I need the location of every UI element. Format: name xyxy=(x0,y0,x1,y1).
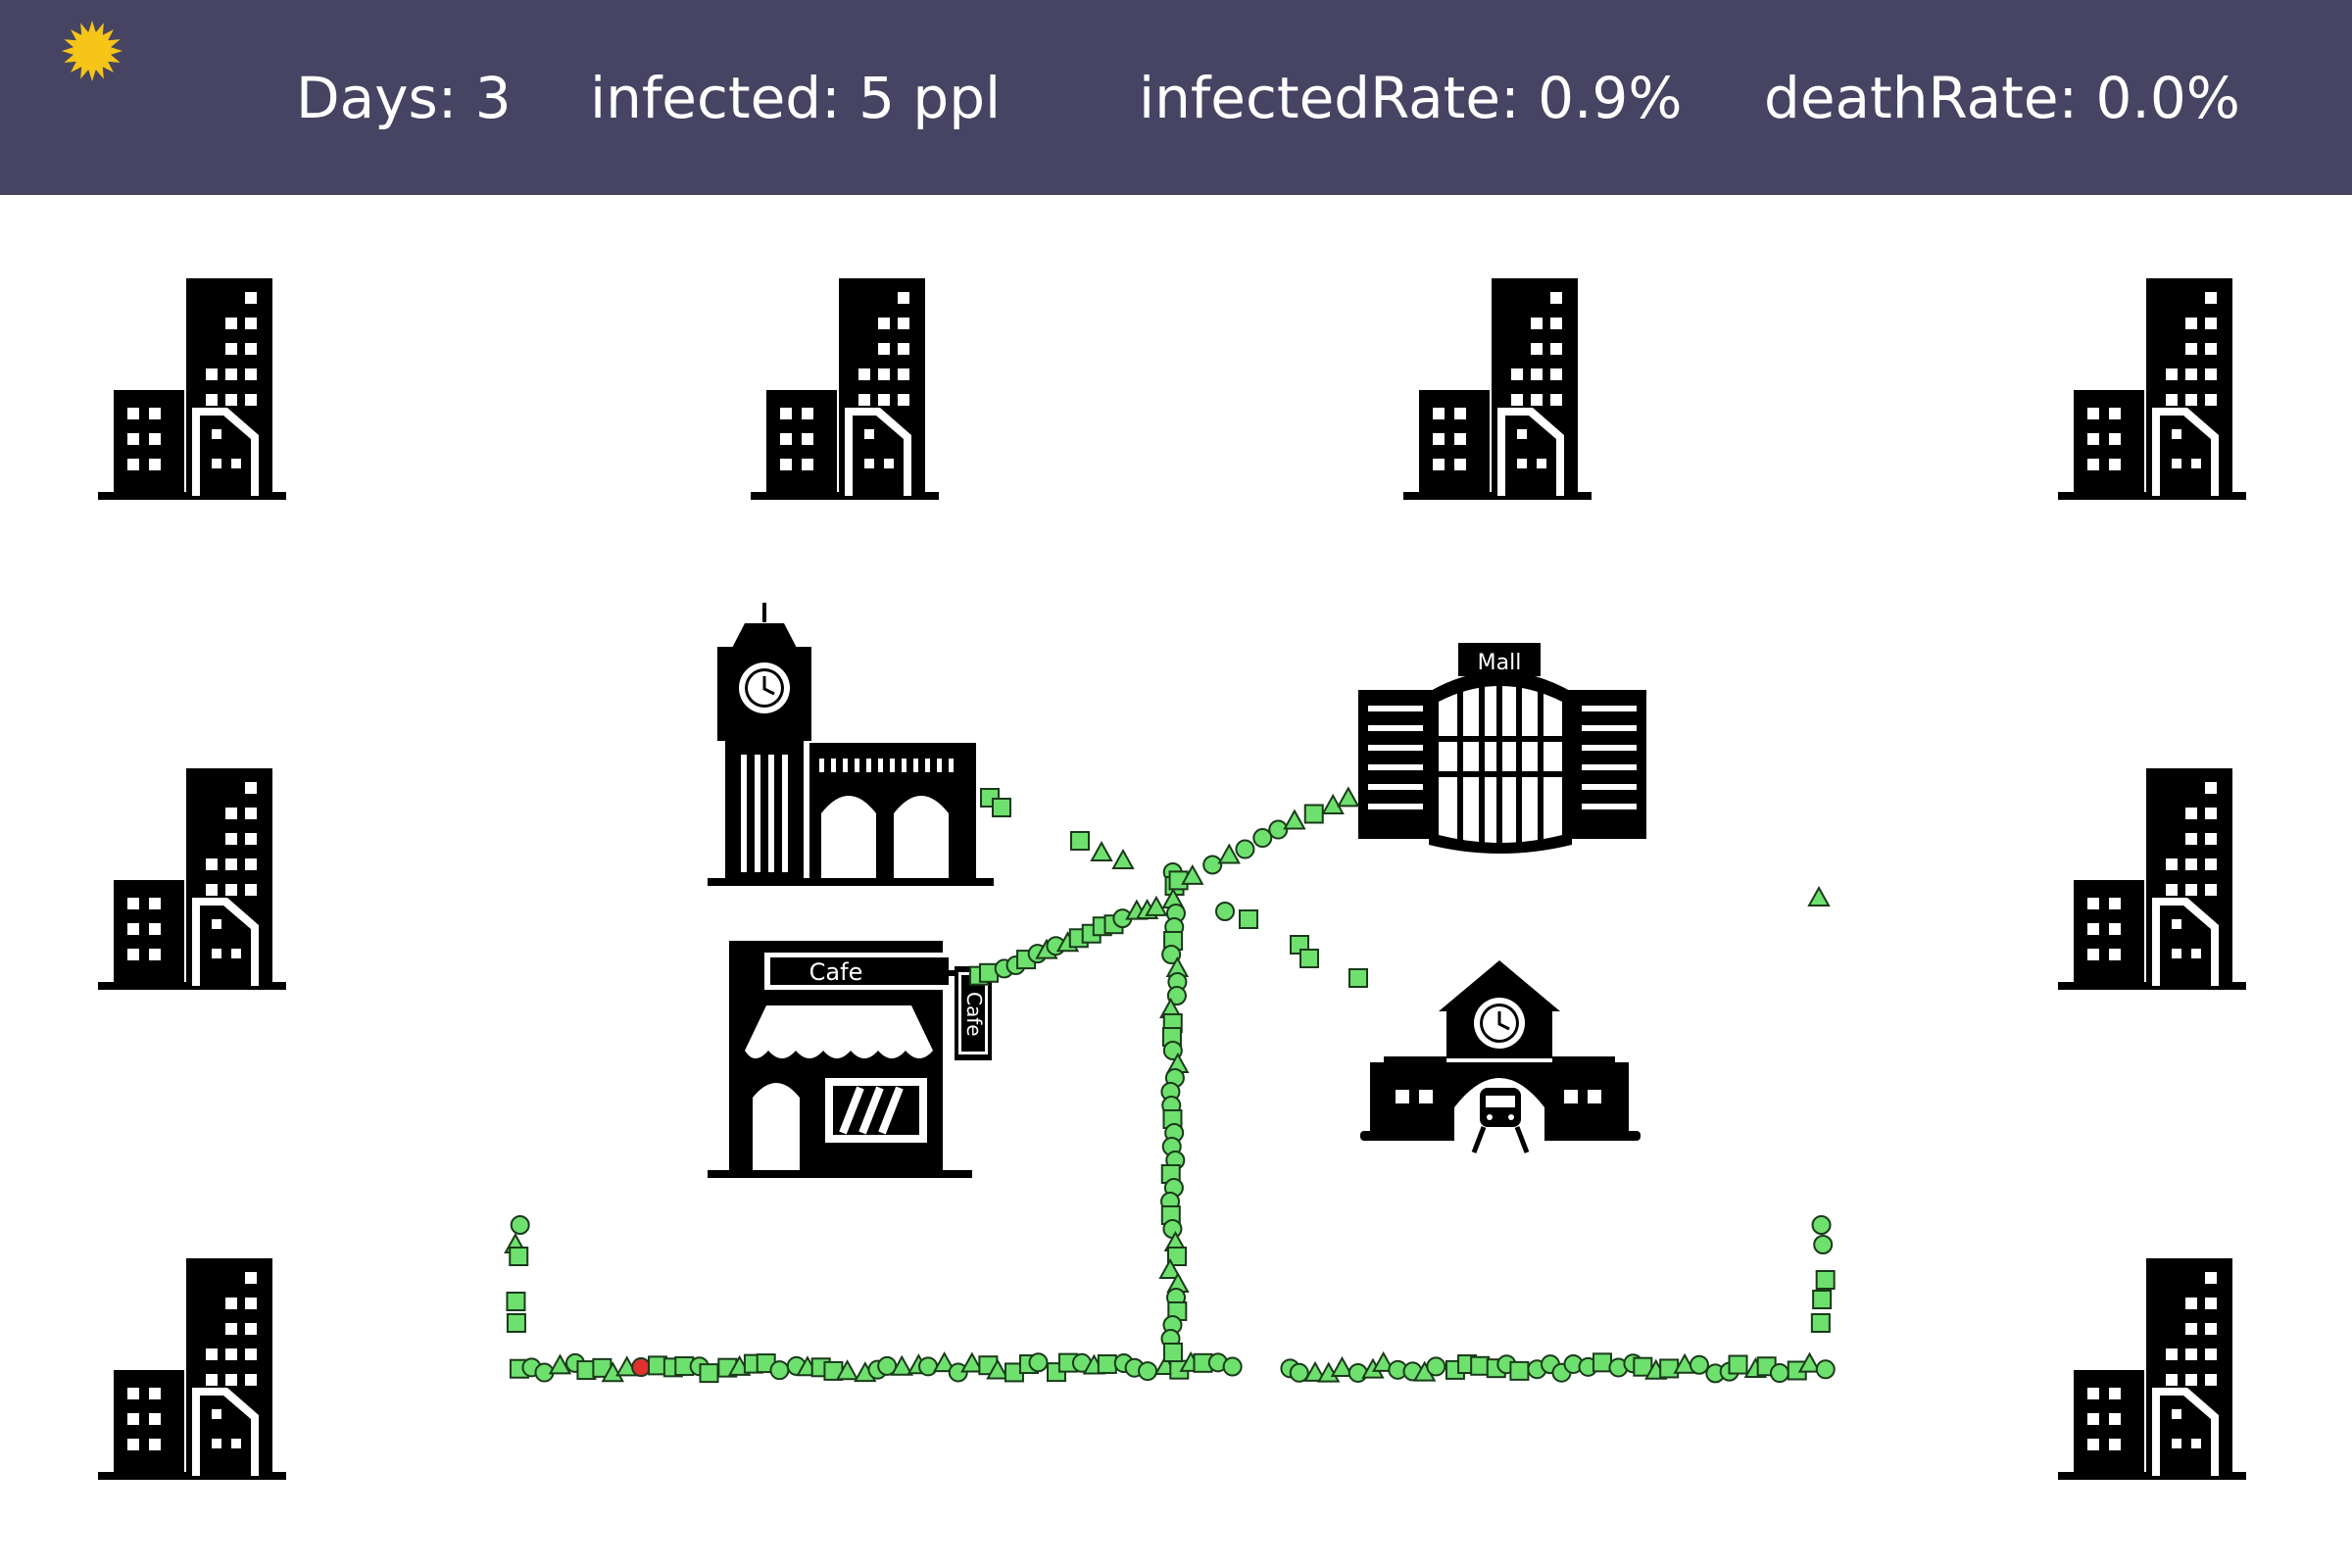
agent-marker xyxy=(918,1356,939,1377)
agent-marker xyxy=(1813,1235,1834,1254)
agent-marker xyxy=(1217,843,1241,864)
agent-marker xyxy=(699,1363,719,1384)
agent-marker xyxy=(1348,968,1368,988)
agent-marker xyxy=(1812,1290,1833,1309)
sun-icon xyxy=(62,21,122,81)
agent-marker xyxy=(1509,1360,1530,1381)
agent-marker xyxy=(1426,1356,1446,1377)
mall-icon: Mall xyxy=(1358,643,1646,854)
agent-marker xyxy=(1158,1257,1182,1279)
agent-marker xyxy=(960,1351,984,1373)
agent-marker xyxy=(506,1292,526,1311)
apartment-icon xyxy=(98,768,286,990)
agent-marker xyxy=(1592,1352,1612,1373)
agent-marker xyxy=(1162,1343,1183,1362)
infected-rate: infectedRate: 0.9% xyxy=(1139,65,1683,131)
status-bar: Days: 3 infected: 5 ppl infectedRate: 0.… xyxy=(0,0,2352,195)
agent-marker xyxy=(1222,1356,1243,1377)
agent-marker xyxy=(1111,848,1135,869)
agent-marker xyxy=(1769,1363,1789,1384)
apartment-icon xyxy=(1403,278,1592,500)
apartment-icon xyxy=(98,278,286,500)
agent-marker xyxy=(506,1313,526,1333)
agent-marker xyxy=(510,1215,530,1235)
cafe-side-sign: Cafe xyxy=(962,992,986,1037)
agent-marker xyxy=(1348,1362,1368,1383)
agent-marker xyxy=(1810,1313,1831,1333)
agent-marker xyxy=(1235,839,1255,859)
agent-marker xyxy=(1090,840,1113,861)
agent-marker xyxy=(1145,895,1168,916)
agent-marker xyxy=(1728,1354,1748,1375)
days-counter: Days: 3 xyxy=(296,65,512,131)
agent-marker xyxy=(1659,1358,1680,1379)
agent-marker xyxy=(1330,1355,1354,1377)
agent-marker xyxy=(1202,855,1223,875)
train-station-icon xyxy=(1360,960,1641,1153)
agent-marker xyxy=(1303,804,1324,824)
agent-marker xyxy=(1303,1360,1327,1382)
agent-marker xyxy=(1161,945,1182,964)
agent-marker xyxy=(1815,1359,1836,1380)
agent-marker xyxy=(932,1351,956,1373)
agents-layer xyxy=(504,786,1836,1384)
agent-marker xyxy=(1268,819,1289,840)
agent-marker xyxy=(509,1247,529,1266)
agent-marker xyxy=(1337,786,1360,808)
agent-marker xyxy=(1283,808,1306,830)
agent-marker xyxy=(769,1360,790,1381)
cafe-sign: Cafe xyxy=(809,958,863,986)
agent-marker xyxy=(890,1354,913,1376)
cafe-icon: Cafe Cafe xyxy=(708,941,992,1178)
agent-marker xyxy=(1815,1270,1836,1290)
agent-marker xyxy=(548,1353,572,1375)
agent-marker xyxy=(1239,909,1258,929)
clock-tower-icon xyxy=(708,603,994,886)
apartment-icon xyxy=(2058,1258,2246,1480)
agent-marker xyxy=(1097,1353,1117,1374)
agent-marker xyxy=(1138,1361,1158,1382)
apartment-icon xyxy=(98,1258,286,1480)
agent-marker xyxy=(1028,1352,1049,1373)
death-rate: deathRate: 0.0% xyxy=(1764,65,2240,131)
agent-marker xyxy=(1797,1351,1822,1373)
infected-count: infected: 5 ppl xyxy=(590,65,1002,131)
apartment-icon xyxy=(2058,768,2246,990)
agent-marker xyxy=(1321,793,1345,814)
agent-marker xyxy=(1371,1350,1396,1372)
agent-marker xyxy=(631,1357,652,1378)
agent-marker xyxy=(835,1359,859,1381)
agent-marker xyxy=(986,1358,1009,1380)
agent-marker xyxy=(1166,1247,1187,1266)
agent-marker xyxy=(1252,828,1273,849)
agent-marker xyxy=(1811,1215,1832,1235)
mall-sign: Mall xyxy=(1478,651,1522,675)
agent-marker xyxy=(1807,885,1831,906)
agent-marker xyxy=(1166,986,1187,1005)
apartment-icon xyxy=(751,278,939,500)
agent-marker xyxy=(992,798,1011,817)
agent-marker xyxy=(1215,902,1235,921)
agent-marker xyxy=(1162,1219,1183,1239)
apartment-icon xyxy=(2058,278,2246,500)
agent-marker xyxy=(1070,831,1090,851)
agent-marker xyxy=(1181,863,1204,885)
agent-marker xyxy=(1299,949,1319,968)
agent-marker xyxy=(1289,1362,1309,1383)
agent-marker xyxy=(1689,1354,1709,1375)
agent-marker xyxy=(1470,1355,1491,1376)
